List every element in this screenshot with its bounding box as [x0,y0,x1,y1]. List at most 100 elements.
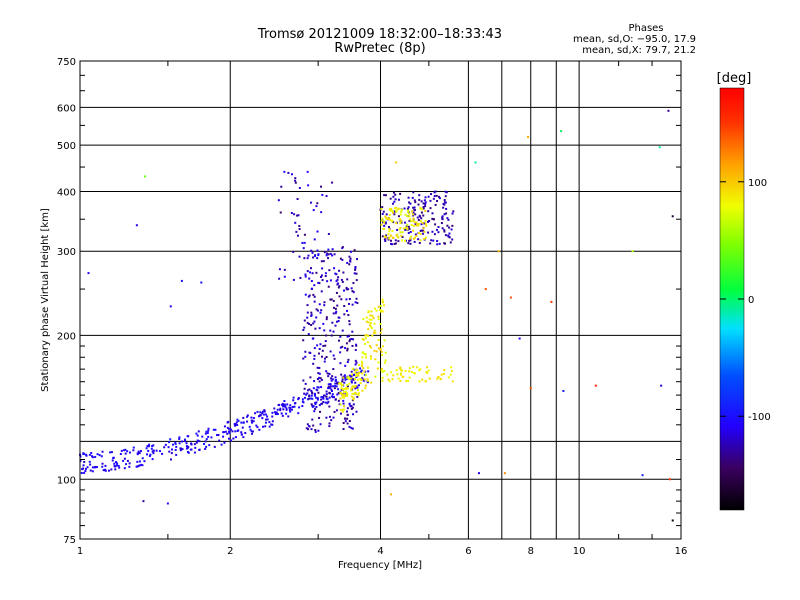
echo-point [321,267,324,270]
y-tick-label: 400 [57,187,76,198]
echo-point [379,322,382,325]
echo-point [354,385,357,388]
echo-point [343,374,346,377]
echo-point [397,215,400,218]
x-tick-label: 8 [528,546,534,557]
echo-point [207,435,210,438]
echo-point [151,458,154,461]
echo-point [396,208,399,211]
echo-point [155,449,158,452]
echo-point [527,136,530,139]
echo-point [198,440,201,443]
echo-point [314,401,317,404]
echo-point [345,342,348,345]
echo-point [385,234,388,237]
echo-point [310,389,313,392]
echo-point [337,388,340,391]
echo-point [329,298,332,301]
echo-point [185,445,188,448]
stats-line-o: mean, sd,O: −95.0, 17.9 [573,34,696,45]
echo-point [350,388,353,391]
echo-point [325,356,328,359]
echo-point [407,242,410,245]
echo-point [246,414,249,417]
echo-point [393,242,396,245]
echo-point [323,251,326,254]
echo-point [397,198,400,201]
echo-point [316,230,319,233]
echo-point [331,375,334,378]
echo-point [321,402,324,405]
echo-points [79,109,674,522]
echo-point [278,268,281,271]
echo-point [393,200,396,203]
echo-point [264,413,267,416]
echo-point [316,397,319,400]
echo-point [264,425,267,428]
echo-point [310,428,313,431]
echo-point [234,436,237,439]
echo-point [212,428,215,431]
echo-point [193,451,196,454]
echo-point [408,215,411,218]
echo-point [421,229,424,232]
echo-point [474,161,477,164]
echo-point [351,303,354,306]
echo-point [82,464,85,467]
echo-point [427,220,430,223]
echo-point [339,408,342,411]
echo-point [323,301,326,304]
echo-point [342,402,345,405]
echo-point [417,238,420,241]
echo-point [329,252,332,255]
echo-point [352,403,355,406]
echo-point [303,387,306,390]
echo-point [161,452,164,455]
echo-point [417,203,420,206]
echo-point [361,356,364,359]
echo-point [381,235,384,238]
echo-point [345,298,348,301]
echo-point [450,369,453,372]
echo-point [322,322,325,325]
echo-point [399,226,402,229]
echo-point [413,220,416,223]
echo-point [380,350,383,353]
echo-point [396,228,399,231]
echo-point [313,393,316,396]
echo-point [340,278,343,281]
echo-point [395,234,398,237]
echo-point [365,333,368,336]
echo-point [336,304,339,307]
echo-point [409,242,412,245]
echo-point [337,392,340,395]
echo-point [389,239,392,242]
echo-point [174,448,177,451]
echo-point [414,213,417,216]
echo-point [242,416,245,419]
echo-point [374,307,377,310]
echo-point [322,344,325,347]
echo-point [383,361,386,364]
echo-point [343,417,346,420]
echo-point [668,478,671,481]
echo-point [91,470,94,473]
echo-point [137,450,140,453]
echo-point [332,299,335,302]
echo-point [321,193,324,196]
echo-point [328,372,331,375]
echo-point [124,448,127,451]
echo-point [332,330,335,333]
x-tick-label: 4 [377,546,383,557]
echo-point [261,425,264,428]
echo-point [420,220,423,223]
echo-point [318,327,321,330]
echo-point [354,266,357,269]
echo-point [364,353,367,356]
echo-point [381,298,384,301]
echo-point [322,395,325,398]
echo-point [331,378,334,381]
echo-point [306,311,309,314]
echo-point [316,344,319,347]
echo-point [289,407,292,410]
